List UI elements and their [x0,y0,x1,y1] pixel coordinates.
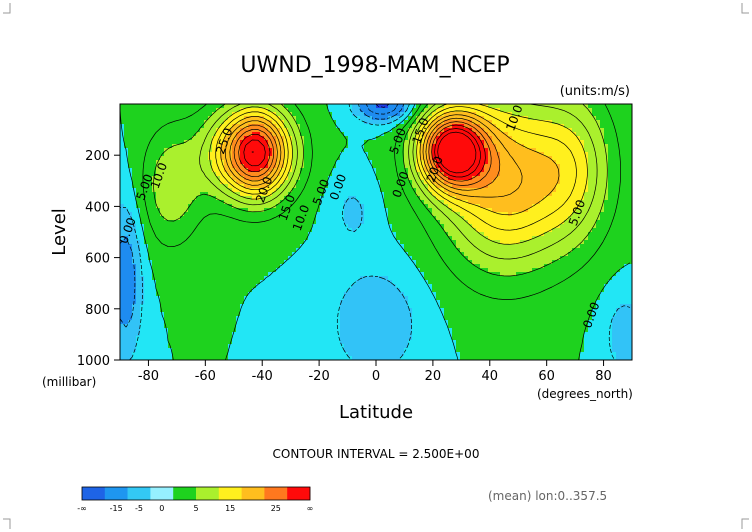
colorbar-label: -5 [135,504,143,513]
colorbar-swatch [241,487,265,500]
x-tick-label: 20 [425,369,442,384]
contour-line [220,110,560,216]
colorbar-swatch [196,487,220,500]
contour-line [229,117,501,191]
contour-line [365,104,399,115]
contour-line [238,124,486,182]
x-tick-label: 60 [538,369,555,384]
colorbar-swatch [127,487,151,500]
contour-line [224,114,523,198]
x-tick-label: 80 [595,369,612,384]
x-axis-units: (degrees_north) [537,387,633,401]
colorbar-label: 25 [271,504,281,513]
y-axis-units: (millibar) [42,375,96,389]
units-label: (units:m/s) [560,84,630,99]
x-tick-label: 40 [482,369,499,384]
colorbar-label: ∞ [307,504,314,513]
y-axis-label: Level [49,208,70,256]
colorbar-swatch [173,487,197,500]
y-tick-label: 600 [85,252,110,267]
x-tick-label: 0 [372,369,380,384]
colorbar-swatch [287,487,311,500]
colorbar-swatch [264,487,288,500]
colorbar-swatch [104,487,128,500]
x-axis: -80 -60 -40 -20 0 20 40 60 80 [138,360,612,384]
colorbar-label: 5 [193,504,198,513]
colorbar-swatch [82,487,106,500]
colorbar-swatch [150,487,174,500]
colorbar-frame [81,486,311,501]
y-tick-label: 200 [85,149,110,164]
contour-lines [120,104,631,360]
contour-line [199,104,598,260]
contour-fills [120,104,632,360]
colorbar-label: -∞ [77,504,87,513]
contour-line [153,104,608,277]
y-tick-label: 1000 [77,354,110,369]
contour-line [251,131,477,174]
colorbar: -∞ -15 -5 0 5 15 25 ∞ [77,486,314,513]
y-axis: 200 400 600 800 1000 [77,149,120,369]
contour-line [233,121,492,186]
contour-line [142,104,621,300]
x-tick-label: -20 [308,369,329,384]
contour-line [209,104,588,245]
colorbar-label: -15 [110,504,123,513]
x-tick-label: -60 [195,369,216,384]
colorbar-label: 15 [225,504,235,513]
x-tick-label: -80 [138,369,159,384]
chart-title: UWND_1998-MAM_NCEP [240,53,509,78]
x-tick-label: -40 [252,369,273,384]
contour-interval: CONTOUR INTERVAL = 2.500E+00 [273,447,480,461]
colorbar-label: 0 [159,504,164,513]
x-axis-label: Latitude [339,402,413,423]
contour-line [215,106,577,231]
contour-line [120,104,405,328]
plot-area: 25.010.05.000.0020.015.010.05.000.005.00… [116,103,633,361]
colorbar-swatch [218,487,242,500]
footer-mean-label: (mean) lon:0..357.5 [488,489,607,503]
contour-line [120,104,631,360]
corner-marks [3,3,749,529]
y-tick-label: 400 [85,200,110,215]
y-tick-label: 800 [85,303,110,318]
contour-line [243,128,481,178]
